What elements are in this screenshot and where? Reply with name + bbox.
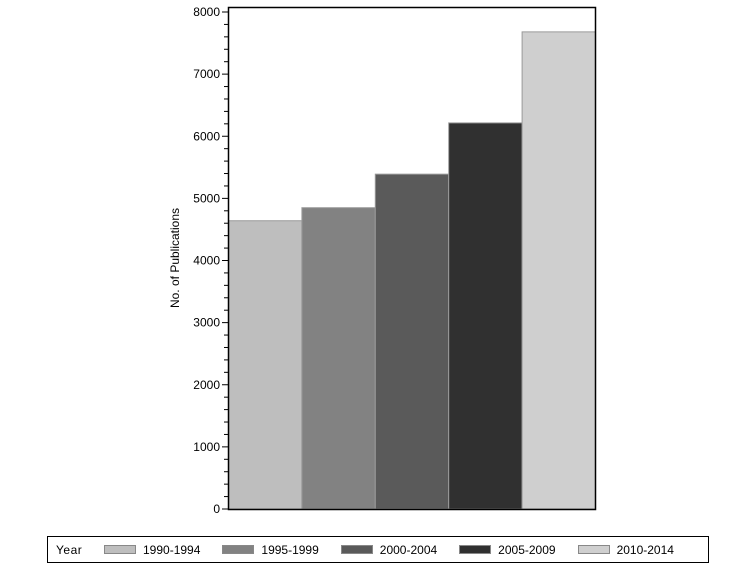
y-tick-label: 1000 (193, 440, 220, 454)
legend-label: 2005-2009 (498, 542, 556, 557)
bar-2000-2004 (374, 173, 450, 510)
legend-item: 2005-2009 (459, 543, 577, 557)
legend-label: 1990-1994 (143, 542, 201, 557)
legend-item: 1995-1999 (222, 543, 340, 557)
bars (228, 31, 596, 510)
legend-swatch (340, 545, 373, 554)
legend-swatch (577, 545, 610, 554)
legend-swatch (222, 545, 255, 554)
plot-frame (227, 6, 597, 511)
y-tick-label: 5000 (193, 191, 220, 205)
legend-swatch (459, 545, 492, 554)
legend-item: 1990-1994 (104, 543, 222, 557)
y-axis: 0 1000 2000 3000 4000 5000 6000 7000 8000 (193, 5, 228, 516)
legend-item: 2010-2014 (577, 542, 696, 557)
legend-title: Year (56, 542, 83, 557)
y-tick-label: 8000 (193, 5, 220, 19)
legend-label: 1995-1999 (261, 542, 319, 557)
y-tick-label: 7000 (193, 67, 220, 81)
legend-item: 2000-2004 (340, 542, 459, 557)
y-tick-label: 6000 (193, 129, 220, 143)
y-tick-label: 2000 (193, 378, 220, 392)
legend-label: 2010-2014 (616, 542, 674, 557)
legend-swatch (104, 545, 136, 554)
bar-1990-1994 (228, 220, 303, 510)
bar-1995-1999 (301, 207, 376, 510)
y-tick-label: 4000 (193, 254, 220, 268)
y-tick-label: 0 (213, 502, 220, 516)
legend-label: 2000-2004 (379, 542, 438, 557)
bar-2005-2009 (448, 122, 523, 510)
y-tick-label: 3000 (193, 316, 220, 330)
bar-2010-2014 (521, 31, 596, 510)
legend: Year 1990-1994 1995-1999 2000-2004 2005-200… (47, 536, 709, 563)
y-axis-label: No. of Publications (168, 208, 182, 308)
